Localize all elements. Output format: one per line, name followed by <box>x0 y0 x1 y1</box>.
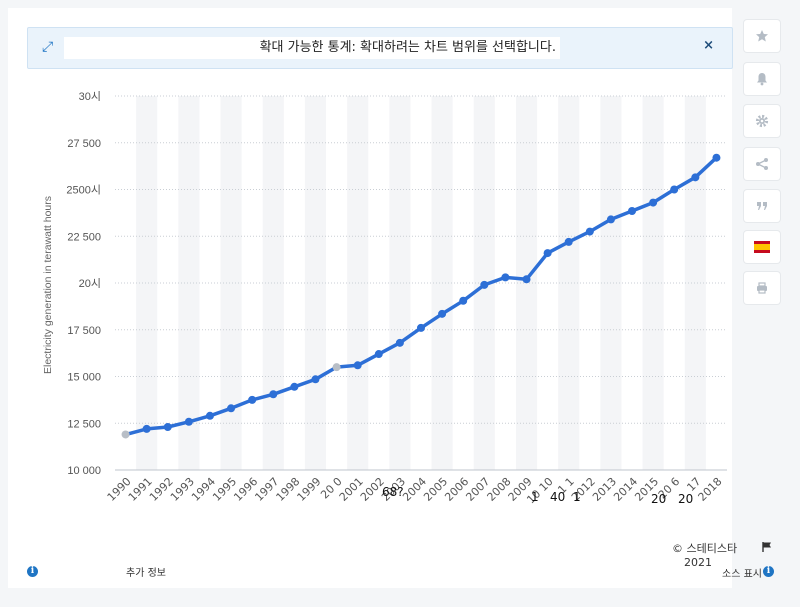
data-point[interactable] <box>248 395 257 404</box>
print-icon <box>757 282 767 294</box>
x-tick-label: 2018 <box>696 475 725 504</box>
flag-icon[interactable] <box>761 541 773 553</box>
data-point[interactable] <box>163 422 172 431</box>
copyright-text: © 스테티스타 <box>672 542 738 555</box>
stray-label: 1 <box>531 490 539 504</box>
y-axis-label: Electricity generation in terawatt hours <box>42 196 54 374</box>
y-tick-label: 27 500 <box>67 138 101 150</box>
share-icon <box>756 158 768 170</box>
data-point[interactable] <box>417 323 425 332</box>
data-point[interactable] <box>311 375 320 384</box>
zoom-banner: ⤢ 확대 가능한 통계: 확대하려는 차트 범위를 선택합니다. × <box>27 27 733 69</box>
data-point[interactable] <box>142 424 151 433</box>
data-point[interactable] <box>121 430 130 439</box>
data-point[interactable] <box>438 309 447 318</box>
source-info-icon[interactable]: i <box>763 566 774 577</box>
stray-label: 20 <box>678 492 694 506</box>
more-info-link[interactable]: 추가 정보 <box>126 568 166 579</box>
data-point[interactable] <box>628 207 637 216</box>
share-button[interactable] <box>744 148 780 180</box>
data-point[interactable] <box>395 338 404 347</box>
series-line <box>123 155 719 437</box>
stray-label: 68? <box>382 485 404 499</box>
stray-label: 1 <box>573 490 581 504</box>
y-tick-label: 15 000 <box>67 372 101 384</box>
data-point[interactable] <box>290 382 299 391</box>
data-point[interactable] <box>205 411 214 420</box>
data-point[interactable] <box>670 185 679 194</box>
copyright-year: 2021 <box>684 556 712 569</box>
column-band <box>178 96 200 470</box>
column-band <box>684 96 706 470</box>
data-point[interactable] <box>480 280 489 289</box>
data-point[interactable] <box>332 363 341 372</box>
spain-flag-icon <box>754 241 770 253</box>
data-point[interactable] <box>269 390 278 399</box>
language-button[interactable] <box>744 231 780 263</box>
data-point[interactable] <box>522 275 531 284</box>
data-point[interactable] <box>606 215 615 224</box>
stray-label: 40 <box>550 490 566 504</box>
data-point[interactable] <box>374 350 383 359</box>
info-icon[interactable]: i <box>27 566 38 577</box>
y-tick-label: 17 500 <box>67 325 101 337</box>
close-icon[interactable]: × <box>703 38 714 53</box>
data-point[interactable] <box>712 153 721 162</box>
column-band <box>642 96 664 470</box>
data-point[interactable] <box>649 198 658 207</box>
column-band <box>389 96 411 470</box>
expand-icon[interactable]: ⤢ <box>42 39 54 55</box>
settings-button[interactable] <box>744 105 780 137</box>
data-point[interactable] <box>691 173 700 182</box>
y-tick-label: 30시 <box>79 91 101 103</box>
data-point[interactable] <box>227 404 236 413</box>
data-point[interactable] <box>184 417 193 426</box>
data-point[interactable] <box>353 361 362 370</box>
column-band <box>347 96 369 470</box>
data-point[interactable] <box>585 227 594 236</box>
print-button[interactable] <box>744 272 780 304</box>
y-tick-label: 2500시 <box>66 185 101 197</box>
column-band <box>220 96 242 470</box>
y-tick-label: 20시 <box>79 278 101 290</box>
gear-icon <box>755 114 769 128</box>
notification-button[interactable] <box>744 63 780 95</box>
y-tick-label: 10 000 <box>67 465 101 477</box>
x-tick-label: 1999 <box>295 475 324 504</box>
cite-button[interactable] <box>744 190 780 222</box>
quote-icon <box>757 202 767 210</box>
data-point[interactable] <box>564 237 573 246</box>
y-tick-label: 22 500 <box>67 231 101 243</box>
bell-icon <box>757 73 767 86</box>
y-tick-label: 12 500 <box>67 418 101 430</box>
star-icon <box>756 30 768 42</box>
banner-message: 확대 가능한 통계: 확대하려는 차트 범위를 선택합니다. <box>64 37 560 59</box>
data-point[interactable] <box>501 273 510 282</box>
data-point[interactable] <box>543 249 552 258</box>
data-point[interactable] <box>459 296 468 305</box>
favorite-button[interactable] <box>744 20 780 52</box>
show-source-link[interactable]: 소스 표시 <box>722 569 762 580</box>
stray-label: 20 <box>651 492 667 506</box>
